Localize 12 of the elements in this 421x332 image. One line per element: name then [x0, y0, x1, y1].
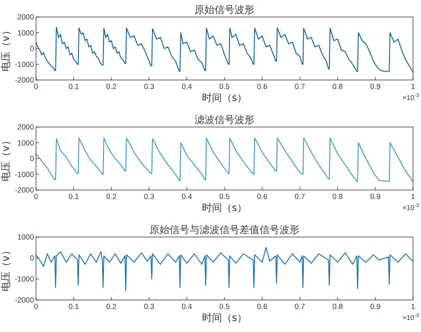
y-axis-title: 电压（v）	[0, 26, 12, 72]
chart-title: 原始信号与滤波信号差值信号波形	[150, 224, 300, 236]
chart-title: 原始信号波形	[194, 4, 254, 16]
x-axis-title: 时间（s）	[202, 312, 248, 324]
y-axis-title: 电压（v）	[0, 136, 12, 182]
line-series	[36, 26, 414, 73]
line-series	[36, 138, 414, 182]
line-series	[36, 247, 414, 291]
chart-title: 滤波信号波形	[194, 114, 254, 126]
x-axis-title: 时间（s）	[202, 202, 248, 214]
y-axis-title: 电压（v）	[0, 246, 12, 292]
x-axis-title: 时间（s）	[202, 92, 248, 104]
